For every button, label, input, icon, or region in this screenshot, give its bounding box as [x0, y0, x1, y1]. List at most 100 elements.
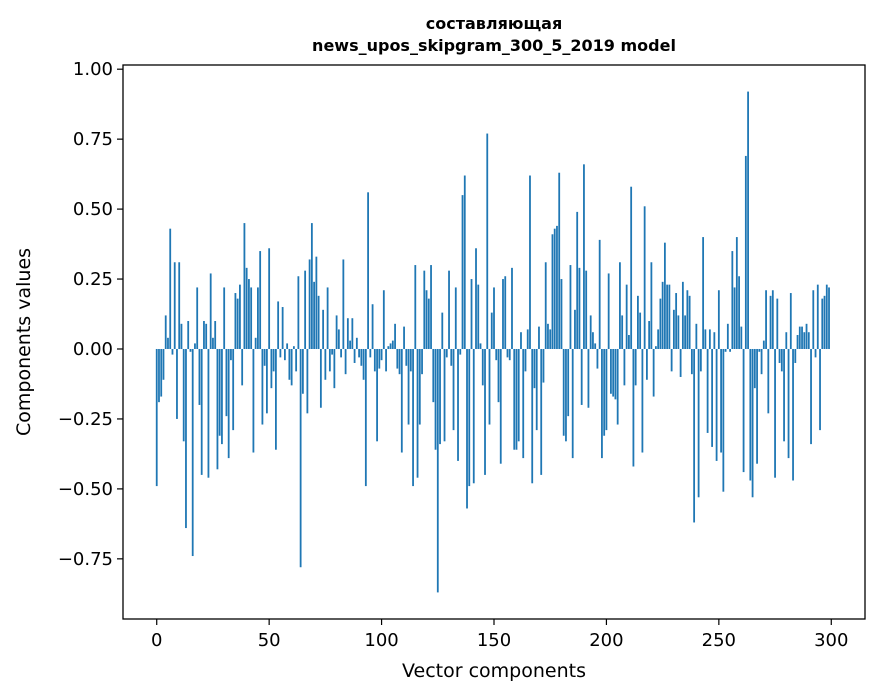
bar: [268, 248, 271, 349]
bar: [513, 348, 516, 450]
bar: [504, 276, 507, 349]
bar: [607, 273, 610, 349]
bar: [807, 332, 810, 349]
bar: [203, 321, 205, 349]
bar: [733, 287, 736, 349]
bar: [441, 312, 444, 349]
bar: [587, 348, 590, 408]
bar: [304, 270, 307, 349]
bar: [713, 332, 716, 349]
bar: [412, 348, 414, 487]
bar: [326, 287, 329, 349]
bar: [245, 267, 248, 349]
bar: [472, 348, 475, 484]
bar: [630, 186, 633, 349]
bar: [162, 348, 165, 380]
bar: [828, 287, 830, 349]
bar: [643, 206, 646, 349]
bar: [427, 298, 430, 349]
x-tick-label: 300: [814, 630, 848, 651]
bar: [756, 348, 758, 464]
bar: [603, 348, 606, 436]
bar: [216, 348, 219, 470]
bar: [578, 267, 581, 349]
bar: [398, 348, 401, 375]
bar: [484, 348, 486, 475]
bar: [726, 323, 729, 349]
bar: [670, 348, 673, 372]
bar: [574, 309, 576, 349]
bar: [596, 348, 599, 369]
bar: [380, 348, 383, 361]
bar: [416, 348, 419, 478]
bar: [430, 265, 432, 349]
bar: [558, 172, 561, 349]
bar: [499, 348, 502, 464]
bar: [542, 348, 545, 383]
bar: [344, 348, 347, 375]
bar: [508, 348, 511, 361]
bar: [506, 348, 509, 358]
bar: [531, 348, 534, 484]
bar: [423, 270, 426, 349]
bar: [526, 329, 529, 349]
bar: [275, 348, 277, 450]
bar: [524, 348, 527, 372]
bar: [711, 348, 713, 447]
bar: [198, 348, 201, 405]
bar: [810, 348, 812, 445]
y-tick-label: 0.50: [73, 199, 113, 220]
plot-area-frame: [122, 64, 866, 620]
y-tick-label: 1.00: [73, 59, 113, 80]
bar: [652, 348, 655, 397]
bar: [385, 348, 387, 372]
bar: [796, 335, 799, 349]
bar: [218, 348, 221, 436]
bar: [391, 340, 394, 349]
bar: [207, 348, 210, 478]
bar: [470, 279, 473, 349]
bar: [767, 348, 770, 414]
bar: [230, 348, 232, 361]
bar: [367, 192, 369, 349]
bar: [259, 251, 262, 349]
bar: [182, 348, 185, 442]
bar: [387, 346, 390, 349]
bar: [486, 133, 489, 349]
bar: [753, 348, 756, 389]
bar: [776, 298, 779, 349]
bar: [400, 348, 403, 453]
bar: [688, 295, 691, 349]
bar: [729, 348, 731, 352]
bar: [803, 332, 806, 349]
bar: [205, 323, 208, 349]
bar: [762, 340, 765, 349]
bar: [549, 329, 552, 349]
bar: [637, 295, 639, 349]
bar: [628, 335, 630, 349]
bar: [439, 348, 441, 445]
bar: [704, 329, 707, 349]
bar: [250, 287, 253, 349]
bar: [185, 348, 187, 529]
bar: [295, 348, 298, 372]
bar: [171, 348, 174, 355]
bar: [616, 348, 619, 425]
x-tick-label: 100: [364, 630, 398, 651]
bar: [155, 348, 158, 487]
bar: [382, 290, 385, 349]
bar: [787, 348, 790, 459]
bar: [418, 348, 421, 425]
bar: [547, 323, 549, 349]
bar: [445, 348, 448, 358]
bar: [675, 293, 678, 349]
bar: [236, 298, 239, 349]
y-tick-label: −0.50: [58, 479, 113, 500]
bar: [371, 304, 374, 349]
bar: [801, 326, 803, 349]
bar: [551, 234, 554, 349]
bar: [747, 91, 749, 349]
bar: [286, 343, 289, 349]
bar: [520, 332, 522, 349]
bar: [180, 323, 183, 349]
